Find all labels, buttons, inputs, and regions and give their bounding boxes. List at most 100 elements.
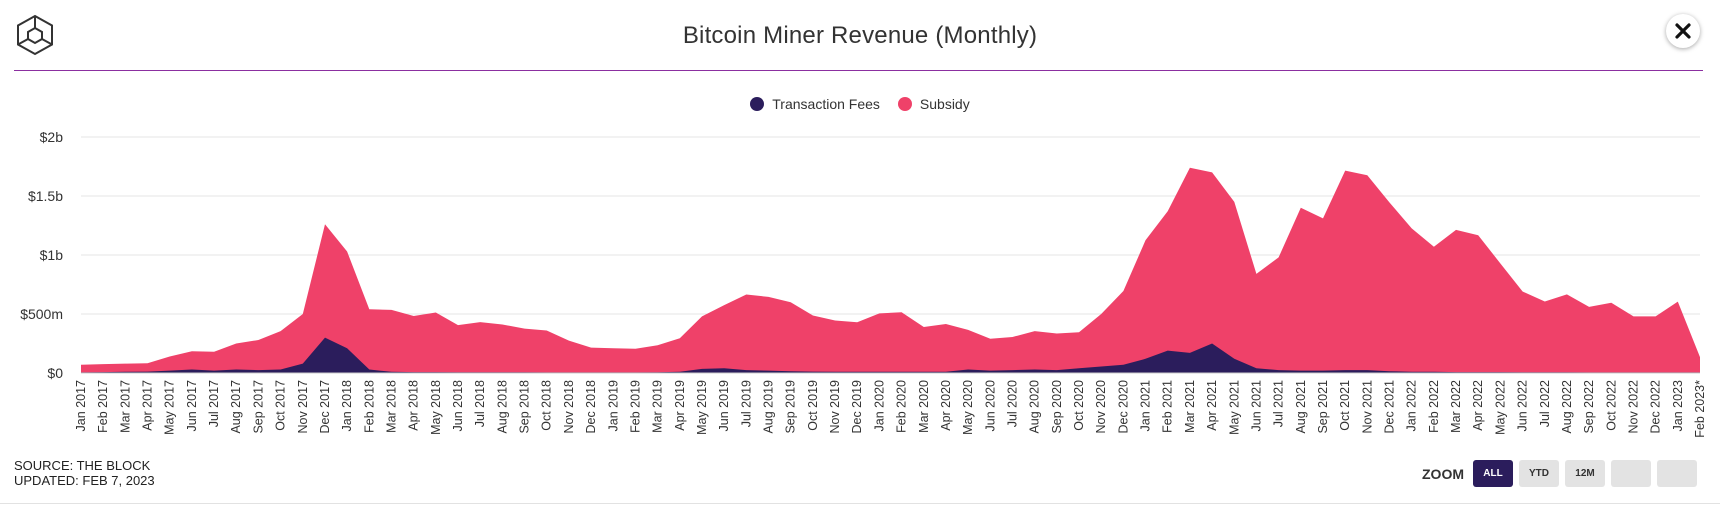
the-block-logo	[14, 14, 56, 56]
x-tick-label: Jun 2019	[717, 380, 731, 431]
x-tick-label: Nov 2018	[562, 380, 576, 434]
x-tick-label: Nov 2022	[1626, 380, 1640, 434]
legend-marker-fees	[750, 97, 765, 111]
x-tick-label: Dec 2018	[584, 380, 598, 434]
zoom-controls: ZOOM ALL YTD 12M	[1422, 460, 1697, 487]
x-tick-label: Mar 2020	[917, 380, 931, 433]
x-tick-label: Oct 2017	[274, 380, 288, 431]
x-tick-label: Jan 2020	[872, 380, 886, 431]
chart-legend: Transaction Fees Subsidy	[0, 96, 1720, 112]
x-tick-label: Jan 2022	[1405, 380, 1419, 431]
x-tick-label: Sep 2022	[1582, 380, 1596, 434]
y-tick-label: $1.5b	[28, 188, 63, 204]
x-tick-label: Nov 2017	[296, 380, 310, 434]
x-tick-label: Dec 2019	[850, 380, 864, 434]
legend-label-fees: Transaction Fees	[772, 96, 880, 112]
x-tick-label: Sep 2017	[251, 380, 265, 434]
x-tick-label: Jun 2020	[983, 380, 997, 431]
x-tick-label: Apr 2017	[141, 380, 155, 431]
x-tick-label: Mar 2019	[651, 380, 665, 433]
x-tick-label: Sep 2020	[1050, 380, 1064, 434]
x-tick-label: Feb 2018	[362, 380, 376, 433]
x-tick-label: Feb 2017	[96, 380, 110, 433]
x-tick-label: Feb 2022	[1427, 380, 1441, 433]
x-tick-label: Jul 2020	[1005, 380, 1019, 427]
x-tick-label: Jan 2023	[1671, 380, 1685, 431]
source-label: SOURCE: THE BLOCK	[14, 458, 151, 473]
x-tick-label: Nov 2021	[1360, 380, 1374, 434]
close-icon	[1675, 23, 1691, 39]
subsidy-area	[81, 167, 1700, 373]
x-tick-label: Aug 2022	[1560, 380, 1574, 434]
x-tick-label: Jun 2021	[1249, 380, 1263, 431]
x-tick-label: Apr 2018	[407, 380, 421, 431]
x-tick-label: Apr 2021	[1205, 380, 1219, 431]
zoom-extra-button-2[interactable]	[1657, 460, 1697, 487]
y-tick-label: $500m	[20, 306, 63, 322]
bottom-divider	[0, 503, 1720, 504]
y-tick-label: $2b	[40, 129, 64, 145]
x-tick-label: Dec 2021	[1383, 380, 1397, 434]
x-tick-label: Mar 2022	[1449, 380, 1463, 433]
x-tick-label: Feb 2023*	[1693, 380, 1707, 438]
header-divider	[14, 70, 1703, 71]
x-tick-label: Nov 2020	[1094, 380, 1108, 434]
x-tick-label: Jan 2021	[1139, 380, 1153, 431]
x-tick-label: Aug 2021	[1294, 380, 1308, 434]
x-tick-label: Jul 2022	[1538, 380, 1552, 427]
x-tick-label: May 2020	[961, 380, 975, 435]
zoom-12m-button[interactable]: 12M	[1565, 460, 1605, 487]
x-tick-label: May 2017	[163, 380, 177, 435]
chart-footer: SOURCE: THE BLOCK UPDATED: FEB 7, 2023	[14, 458, 155, 488]
x-tick-label: Feb 2019	[628, 380, 642, 433]
x-tick-label: Aug 2017	[229, 380, 243, 434]
zoom-all-button[interactable]: ALL	[1473, 460, 1513, 487]
x-tick-label: Jul 2021	[1272, 380, 1286, 427]
x-tick-label: Oct 2019	[806, 380, 820, 431]
x-tick-label: Dec 2017	[318, 380, 332, 434]
x-tick-label: Mar 2017	[118, 380, 132, 433]
x-tick-label: Sep 2019	[784, 380, 798, 434]
x-tick-label: Dec 2022	[1649, 380, 1663, 434]
legend-label-subsidy: Subsidy	[919, 96, 970, 112]
legend-marker-subsidy	[897, 97, 912, 111]
x-tick-label: Apr 2019	[673, 380, 687, 431]
legend-item-transaction-fees[interactable]: Transaction Fees	[750, 96, 880, 112]
zoom-label: ZOOM	[1422, 465, 1464, 482]
x-tick-label: Oct 2021	[1338, 380, 1352, 431]
x-tick-label: May 2018	[429, 380, 443, 435]
x-tick-label: Aug 2018	[495, 380, 509, 434]
cube-logo-icon	[17, 14, 53, 56]
x-tick-label: Aug 2020	[1028, 380, 1042, 434]
x-tick-label: Jun 2017	[185, 380, 199, 431]
x-tick-label: Jan 2018	[340, 380, 354, 431]
x-tick-label: Sep 2021	[1316, 380, 1330, 434]
zoom-ytd-button[interactable]: YTD	[1519, 460, 1559, 487]
x-tick-label: Jul 2017	[207, 380, 221, 427]
x-tick-label: Mar 2018	[384, 380, 398, 433]
zoom-extra-button-1[interactable]	[1611, 460, 1651, 487]
x-tick-label: Jan 2017	[74, 380, 88, 431]
x-tick-label: Mar 2021	[1183, 380, 1197, 433]
updated-label: UPDATED: FEB 7, 2023	[14, 473, 155, 488]
legend-item-subsidy[interactable]: Subsidy	[897, 96, 970, 112]
x-tick-label: Oct 2018	[540, 380, 554, 431]
x-tick-label: Oct 2022	[1604, 380, 1618, 431]
x-tick-label: Apr 2022	[1471, 380, 1485, 431]
x-tick-label: Jul 2018	[473, 380, 487, 427]
x-tick-label: Sep 2018	[518, 380, 532, 434]
x-tick-label: Apr 2020	[939, 380, 953, 431]
x-tick-label: Jun 2022	[1516, 380, 1530, 431]
x-tick-label: Dec 2020	[1116, 380, 1130, 434]
x-tick-label: Jun 2018	[451, 380, 465, 431]
x-tick-label: Feb 2020	[895, 380, 909, 433]
x-tick-label: May 2019	[695, 380, 709, 435]
close-button[interactable]	[1666, 14, 1700, 48]
x-tick-label: May 2021	[1227, 380, 1241, 435]
x-tick-label: Oct 2020	[1072, 380, 1086, 431]
x-tick-label: Jan 2019	[606, 380, 620, 431]
x-tick-label: Aug 2019	[762, 380, 776, 434]
x-tick-label: Jul 2019	[739, 380, 753, 427]
x-tick-label: May 2022	[1493, 380, 1507, 435]
